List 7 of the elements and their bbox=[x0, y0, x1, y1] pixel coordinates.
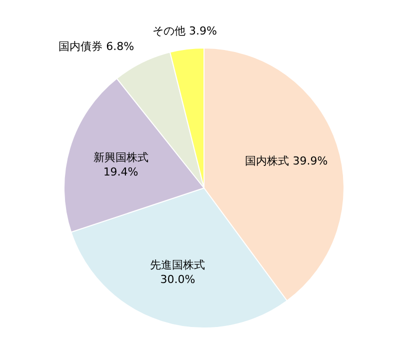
slice-label: その他 3.9% bbox=[152, 24, 217, 38]
slice-label: 新興国株式 bbox=[93, 151, 148, 164]
data-label: 19.4% bbox=[103, 165, 138, 178]
slice-label: 先進国株式 bbox=[150, 258, 206, 272]
slice-label: 国内株式 39.9% bbox=[245, 154, 328, 168]
slice-label: 国内債券 6.8% bbox=[58, 40, 134, 53]
data-label: 30.0% bbox=[160, 272, 196, 286]
